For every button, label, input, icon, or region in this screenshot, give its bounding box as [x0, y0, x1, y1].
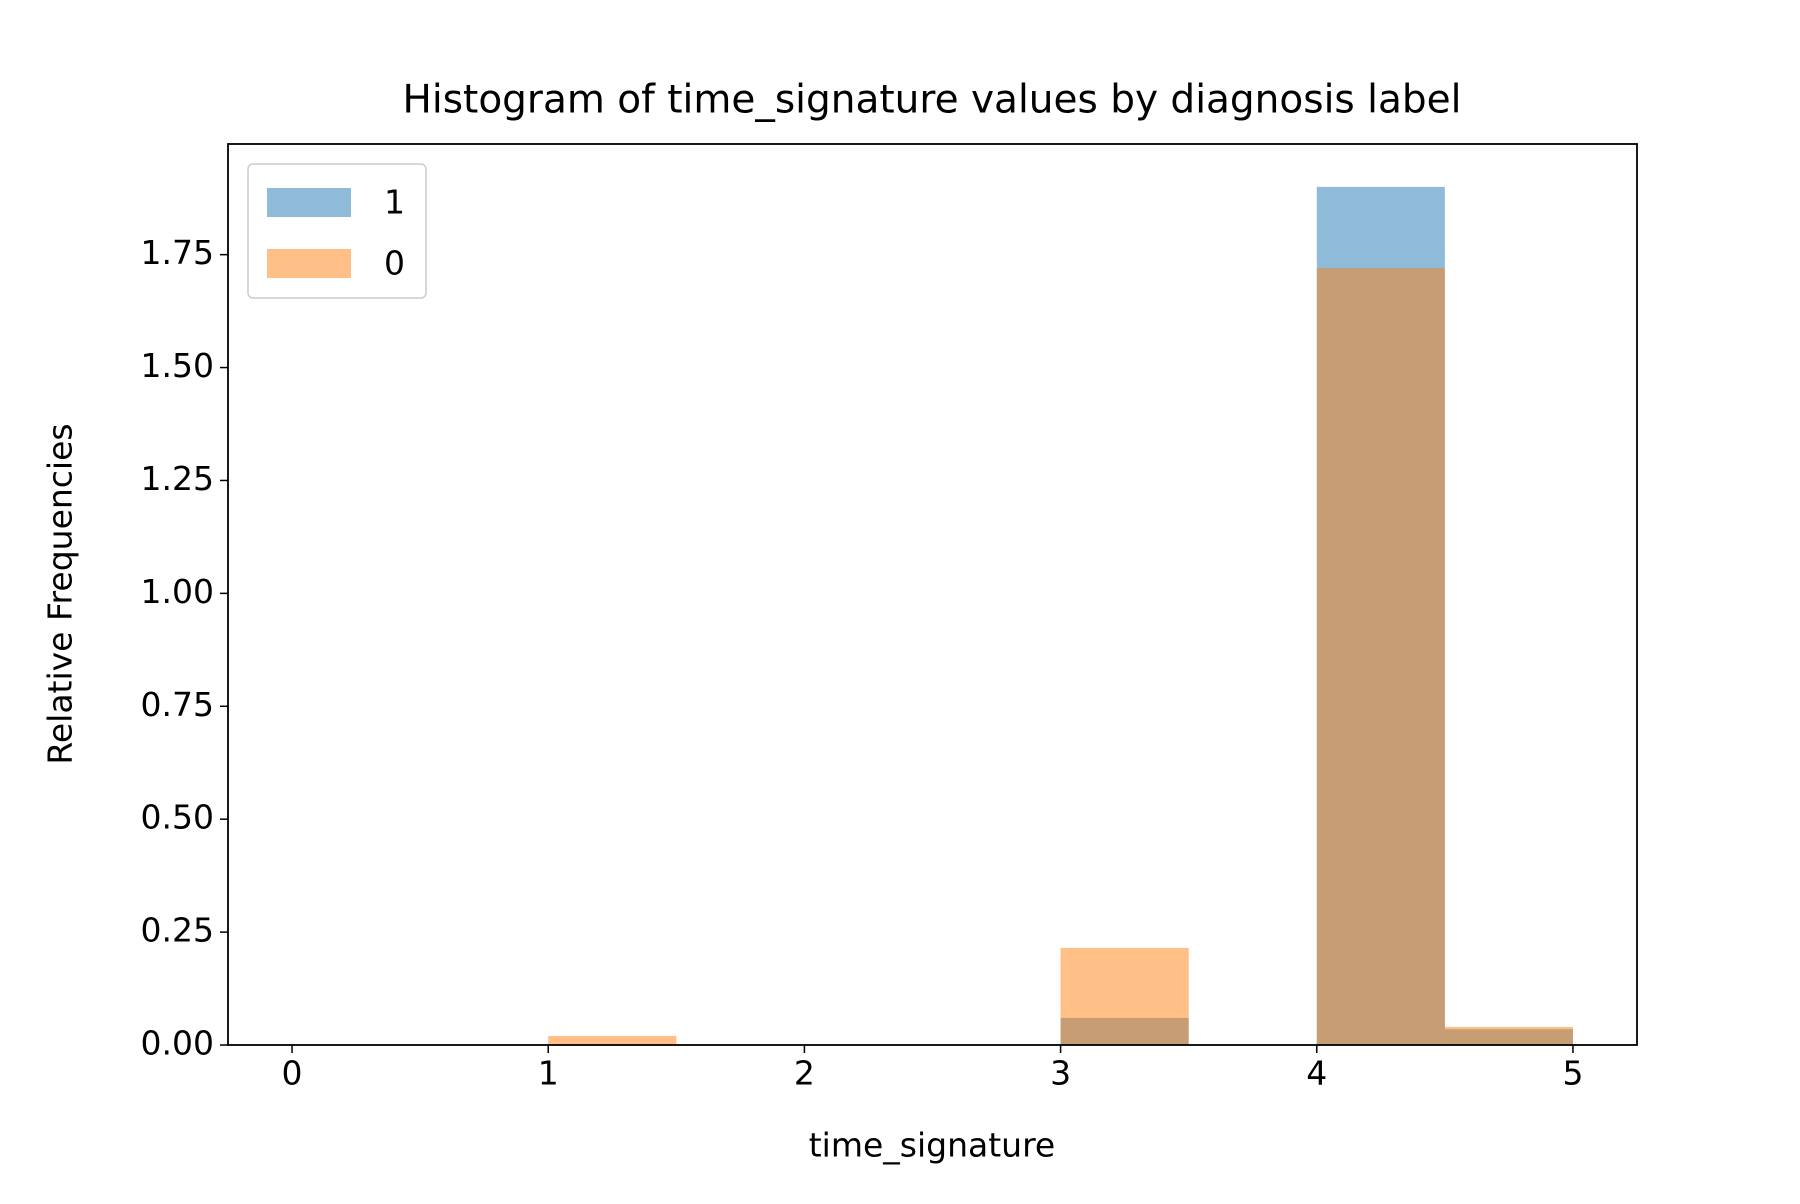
y-tick-label: 1.75 [141, 233, 214, 272]
y-tick-label: 0.75 [141, 685, 214, 724]
y-tick-label: 0.50 [141, 798, 214, 837]
legend-swatch [267, 249, 351, 278]
legend-label: 1 [384, 183, 405, 222]
legend-label: 0 [384, 244, 405, 283]
y-tick-label: 0.25 [141, 911, 214, 950]
y-tick-label: 1.25 [141, 459, 214, 498]
legend: 10 [247, 163, 427, 299]
axes-frame [227, 143, 1638, 1046]
x-tick-label: 3 [1050, 1054, 1071, 1093]
y-tick-label: 1.50 [141, 346, 214, 385]
x-tick-label: 0 [282, 1054, 303, 1093]
bar [1316, 268, 1445, 1045]
x-tick-label: 1 [538, 1054, 559, 1093]
x-tick-label: 4 [1306, 1054, 1327, 1093]
x-axis-label: time_signature [809, 1126, 1056, 1165]
bar [1060, 947, 1189, 1045]
y-axis-label: Relative Frequencies [41, 423, 80, 764]
legend-swatch [267, 188, 351, 217]
y-tick-label: 0.00 [141, 1024, 214, 1063]
x-tick-label: 2 [794, 1054, 815, 1093]
bar [548, 1035, 677, 1045]
chart-title: Histogram of time_signature values by di… [403, 78, 1462, 123]
y-tick-label: 1.00 [141, 572, 214, 611]
bar [1444, 1026, 1573, 1045]
x-tick-label: 5 [1562, 1054, 1583, 1093]
